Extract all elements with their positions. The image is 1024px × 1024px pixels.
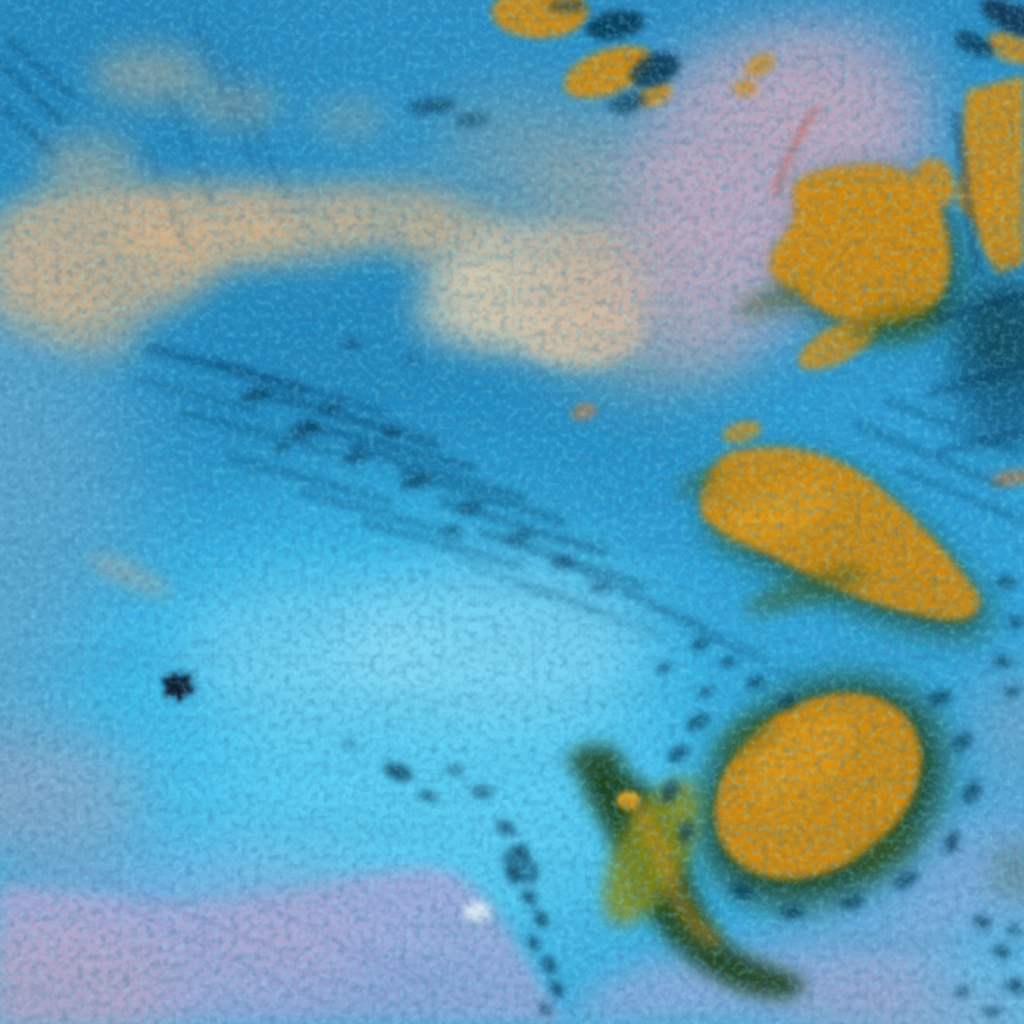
striation-texture-overlay (0, 0, 1024, 1024)
satellite-image-frame (0, 0, 1024, 1024)
satellite-image-canvas (0, 0, 1024, 1024)
